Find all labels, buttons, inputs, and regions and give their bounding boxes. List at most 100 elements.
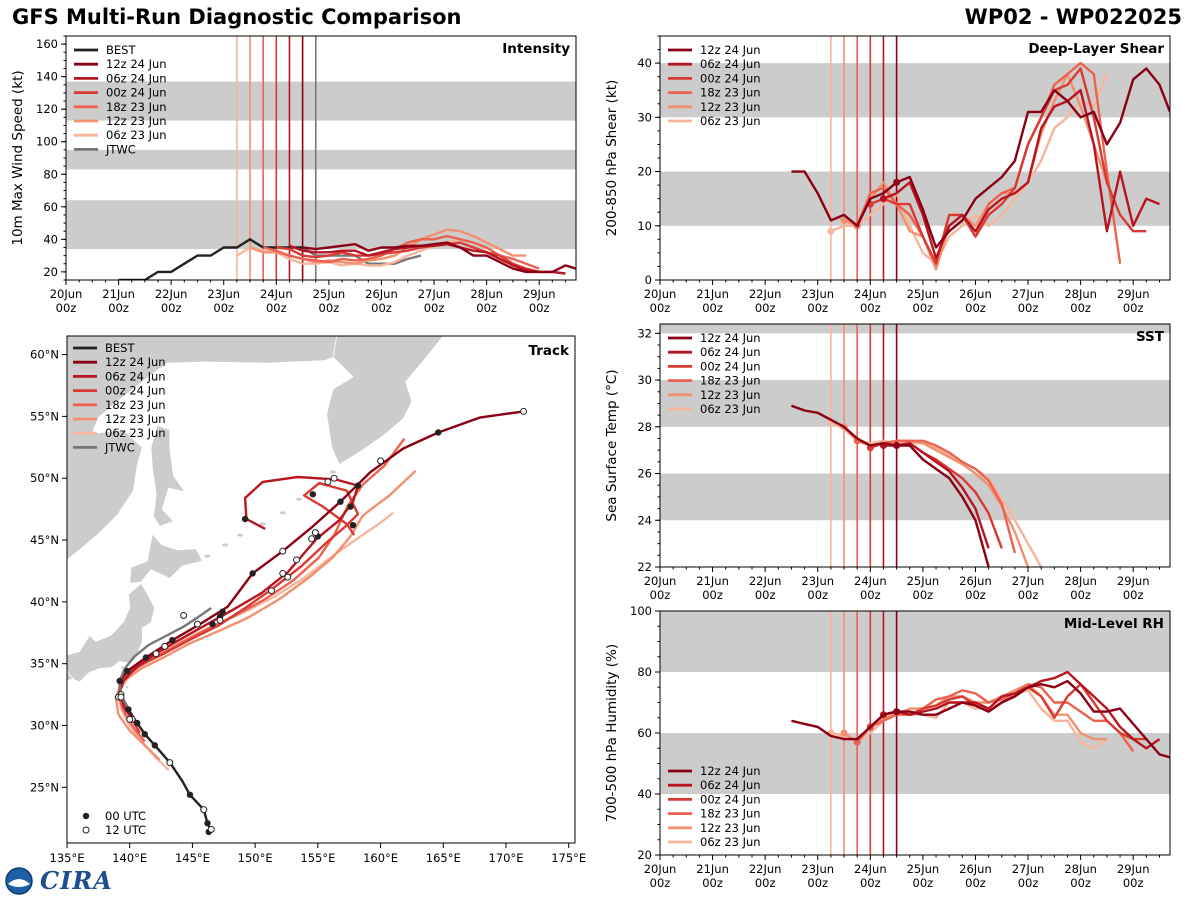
track-line-jtwc	[118, 607, 212, 710]
track-ytick-label-3: 40°N	[30, 595, 59, 609]
track-marker-00utc-11	[219, 608, 226, 615]
cira-logo-text: CIRA	[40, 866, 113, 895]
sst-xtick-hour-9: 00z	[1123, 588, 1144, 602]
track-ytick-label-1: 30°N	[30, 719, 59, 733]
shear-xtick-day-1: 21Jun	[696, 287, 729, 301]
shear-init-marker-1	[840, 216, 848, 224]
rh-legend-label-4: 12z 23 Jun	[700, 821, 761, 835]
intensity-xtick-day-9: 29Jun	[523, 287, 556, 301]
logo: CIRA	[4, 866, 114, 896]
rh-xtick-hour-4: 00z	[860, 876, 881, 890]
shikoku-edge	[67, 671, 75, 682]
shear-xtick-hour-4: 00z	[860, 301, 881, 315]
rh-xtick-day-4: 24Jun	[854, 862, 887, 876]
intensity-legend-label-4: 18z 23 Jun	[106, 100, 167, 114]
intensity-ytick-label-2: 60	[43, 200, 58, 214]
rh-legend-label-1: 06z 24 Jun	[700, 778, 761, 792]
track-marker-00utc-21	[354, 482, 362, 489]
track-legend-label-6: 06z 23 Jun	[105, 426, 166, 440]
rh-init-marker-2	[853, 738, 861, 746]
shear-legend-label-3: 18z 23 Jun	[700, 86, 761, 100]
rh-xtick-day-2: 22Jun	[749, 862, 782, 876]
rh-ytick-label-2: 60	[637, 726, 652, 740]
rh-xtick-hour-2: 00z	[755, 876, 776, 890]
track-marker-00utc-3	[151, 742, 159, 749]
intensity-legend-label-0: BEST	[106, 43, 136, 57]
track-line-06z-23-jun	[118, 511, 394, 771]
shear-xtick-hour-3: 00z	[807, 301, 828, 315]
intensity-panel: 2040608010012014016020Jun00z21Jun00z22Ju…	[10, 35, 577, 315]
kuril-island-3	[258, 521, 267, 527]
track-marker-12utc-6	[126, 715, 134, 723]
intensity-xtick-day-4: 24Jun	[260, 287, 293, 301]
shear-xtick-day-2: 22Jun	[749, 287, 782, 301]
track-ytick-label-4: 45°N	[30, 533, 59, 547]
track-title: Track	[529, 343, 570, 359]
shear-xtick-hour-8: 00z	[1070, 301, 1091, 315]
kuril-island-4	[278, 510, 287, 516]
track-marker-00utc-16	[337, 498, 344, 505]
intensity-series-0	[118, 238, 303, 280]
sst-title: SST	[1136, 329, 1165, 345]
rh-xtick-day-7: 27Jun	[1012, 862, 1045, 876]
track-marker-12utc-8	[193, 620, 201, 628]
intensity-xtick-day-2: 22Jun	[155, 287, 188, 301]
intensity-xtick-hour-6: 00z	[371, 301, 392, 315]
intensity-band-1	[66, 149, 576, 170]
track-marker-00utc-7	[116, 677, 123, 685]
track-ytick-label-6: 55°N	[30, 409, 59, 423]
track-marker-00utc-18	[349, 521, 357, 529]
rh-legend-label-0: 12z 24 Jun	[700, 764, 761, 778]
track-marker-12utc-19	[284, 573, 292, 581]
track-marker-12utc-21	[180, 611, 188, 619]
shear-xtick-day-0: 20Jun	[644, 287, 677, 301]
track-marker-00utc-13	[249, 570, 256, 577]
shear-title: Deep-Layer Shear	[1028, 41, 1164, 57]
track-legend-label-1: 12z 24 Jun	[105, 355, 166, 369]
track-xtick-label-5: 160°E	[363, 851, 398, 865]
track-xtick-label-3: 150°E	[238, 851, 273, 865]
intensity-xtick-hour-1: 00z	[108, 301, 129, 315]
intensity-xtick-hour-5: 00z	[319, 301, 340, 315]
shear-legend-label-5: 06z 23 Jun	[700, 114, 761, 128]
sst-ytick-label-1: 24	[637, 513, 652, 527]
track-marker-12utc-17	[293, 556, 301, 564]
track-legend-label-7: JTWC	[104, 440, 135, 454]
rh-ytick-label-3: 80	[637, 665, 652, 679]
kuril-island-5	[295, 496, 303, 502]
sst-ytick-label-5: 32	[637, 326, 652, 340]
sst-xtick-hour-8: 00z	[1070, 588, 1091, 602]
intensity-ytick-label-7: 160	[36, 37, 58, 51]
shear-series-2	[856, 61, 1122, 265]
track-xtick-label-0: 135°E	[50, 851, 85, 865]
track-xtick-label-7: 170°E	[489, 851, 524, 865]
sst-xtick-hour-2: 00z	[755, 588, 776, 602]
track-marker-12utc-10	[279, 547, 287, 555]
shear-xtick-day-3: 23Jun	[801, 287, 834, 301]
rh-xtick-day-9: 29Jun	[1117, 862, 1150, 876]
track-ytick-label-7: 60°N	[30, 348, 59, 362]
intensity-series-5	[276, 241, 553, 274]
rh-series-0	[830, 689, 1108, 750]
sst-xtick-day-7: 27Jun	[1012, 574, 1045, 588]
intensity-series-7	[302, 241, 576, 274]
sst-legend-label-0: 12z 24 Jun	[700, 331, 761, 345]
track-ytick-label-2: 35°N	[30, 657, 59, 671]
shear-legend-label-4: 12z 23 Jun	[700, 100, 761, 114]
kamchatka-coast	[326, 336, 444, 466]
sst-legend-label-3: 18z 23 Jun	[700, 374, 761, 388]
track-marker-00utc-6	[125, 706, 132, 713]
intensity-band-0	[66, 200, 576, 250]
track-marker-00utc-17	[347, 503, 354, 510]
shear-ytick-label-2: 20	[637, 165, 652, 179]
rh-xtick-hour-3: 00z	[807, 876, 828, 890]
sst-band-0	[660, 473, 1170, 521]
intensity-title: Intensity	[502, 41, 570, 57]
shear-init-marker-0	[827, 227, 835, 235]
track-frame	[66, 335, 576, 844]
hokkaido-coast	[129, 533, 204, 584]
sst-xtick-day-2: 22Jun	[749, 574, 782, 588]
sst-panel: 22242628303220Jun00z21Jun00z22Jun00z23Ju…	[604, 323, 1171, 602]
shear-ylabel: 200-850 hPa Shear (kt)	[604, 80, 620, 237]
rh-ylabel: 700-500 hPa Humidity (%)	[604, 644, 620, 822]
